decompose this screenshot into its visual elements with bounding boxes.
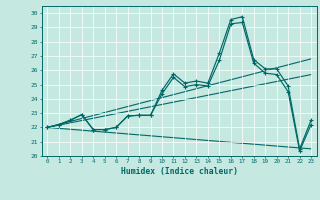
X-axis label: Humidex (Indice chaleur): Humidex (Indice chaleur)	[121, 167, 238, 176]
